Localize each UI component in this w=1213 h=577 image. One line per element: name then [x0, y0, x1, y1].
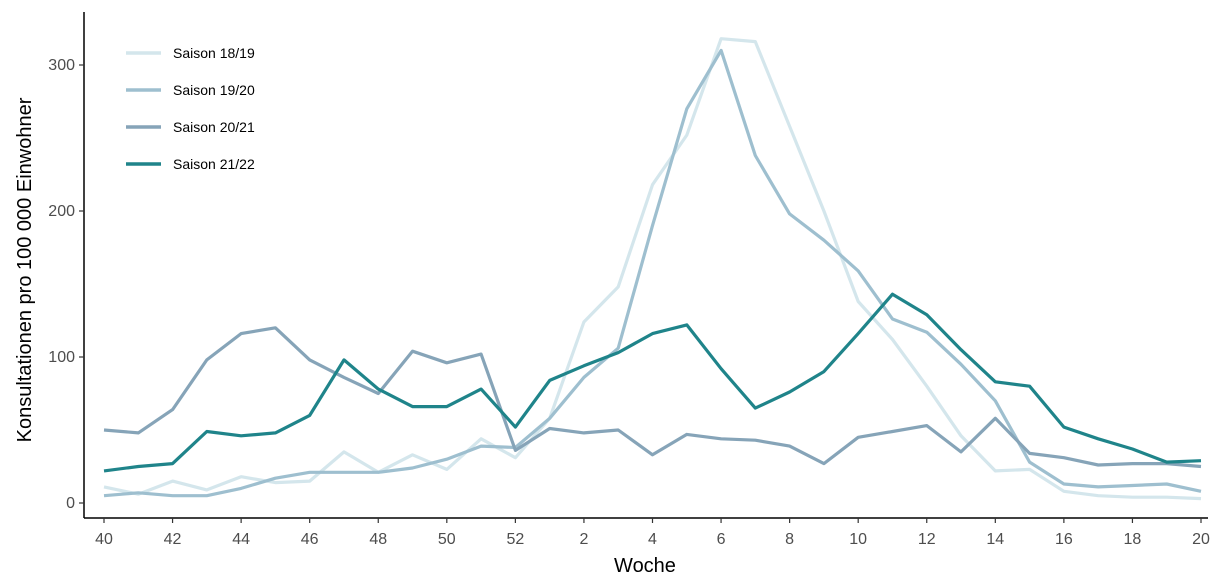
x-tick-label: 20: [1192, 531, 1210, 548]
x-axis-title: Woche: [614, 555, 676, 577]
legend-label-2: Saison 19/20: [173, 82, 255, 98]
x-tick-label: 18: [1124, 531, 1142, 548]
y-axis-title: Konsultationen pro 100 000 Einwohner: [14, 97, 36, 442]
legend: Saison 18/19 Saison 19/20 Saison 20/21 Sais…: [126, 45, 255, 172]
series-line-2: [103, 48, 1202, 498]
x-tick-label: 8: [785, 531, 794, 548]
series-line-3: [103, 326, 1202, 469]
series-line-4: [103, 292, 1202, 473]
x-tick-label: 46: [301, 531, 319, 548]
y-tick-label: 0: [66, 495, 75, 512]
x-axis-ticks: 40 42 44 46 48 50 52 2 4 6 8 10 12 14 16 18 20: [95, 518, 1210, 548]
x-tick-label: 4: [648, 531, 657, 548]
x-tick-label: 48: [369, 531, 387, 548]
x-tick-label: 10: [849, 531, 867, 548]
x-tick-label: 2: [579, 531, 588, 548]
x-tick-label: 52: [506, 531, 524, 548]
x-tick-label: 50: [438, 531, 456, 548]
legend-label-3: Saison 20/21: [173, 119, 255, 135]
legend-label-1: Saison 18/19: [173, 45, 255, 61]
x-tick-label: 6: [717, 531, 726, 548]
y-tick-label: 300: [48, 57, 75, 74]
x-tick-label: 14: [986, 531, 1004, 548]
series-line-1: [103, 37, 1202, 501]
y-tick-label: 100: [48, 349, 75, 366]
x-tick-label: 44: [232, 531, 250, 548]
y-tick-label: 200: [48, 203, 75, 220]
x-tick-label: 16: [1055, 531, 1073, 548]
x-tick-label: 42: [164, 531, 182, 548]
y-axis-ticks: 0 100 200 300: [48, 57, 84, 512]
x-tick-label: 12: [918, 531, 936, 548]
series-layer: [103, 37, 1202, 501]
legend-label-4: Saison 21/22: [173, 156, 255, 172]
x-tick-label: 40: [95, 531, 113, 548]
